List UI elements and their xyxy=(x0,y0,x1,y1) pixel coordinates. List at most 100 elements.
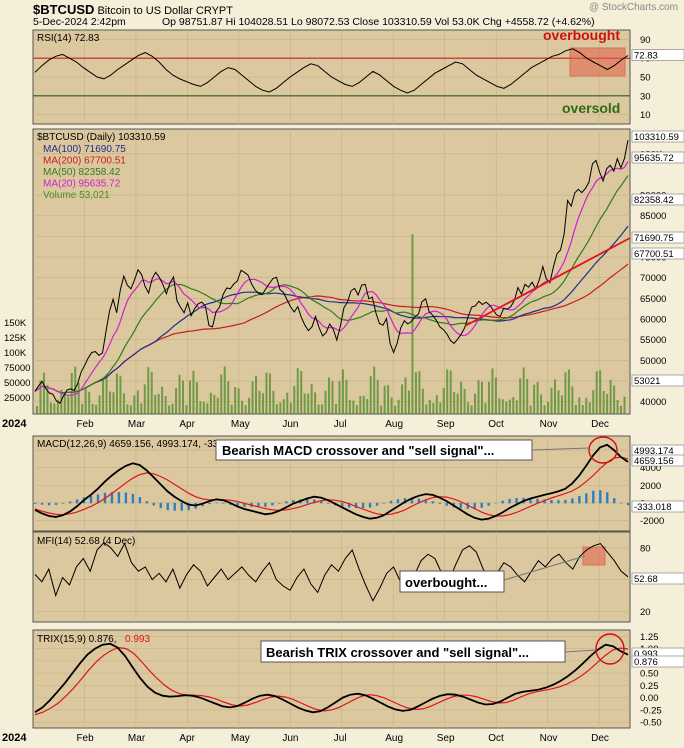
trix-line xyxy=(34,642,629,714)
macd-histogram-bar xyxy=(480,502,483,508)
macd-histogram-bar xyxy=(215,502,218,504)
volume-bar xyxy=(571,386,574,414)
volume-bar xyxy=(296,368,299,414)
volume-bar xyxy=(428,399,431,414)
header-date: 5-Dec-2024 2:42pm xyxy=(33,16,126,28)
volume-bar xyxy=(168,405,171,414)
macd-histogram-bar xyxy=(487,502,490,506)
macd-histogram-bar xyxy=(152,502,155,506)
macd-tick-label: 2000 xyxy=(640,481,661,492)
volume-bar xyxy=(133,395,136,414)
price-last-value: 103310.59 xyxy=(634,132,679,143)
macd-histogram-bar xyxy=(117,492,121,504)
price-tick-label: 65000 xyxy=(640,294,666,305)
month-label: Apr xyxy=(179,419,195,430)
volume-bar xyxy=(470,405,473,414)
volume-bar xyxy=(606,393,609,414)
volume-bar xyxy=(182,380,185,414)
volume-bar xyxy=(446,369,449,414)
volume-bar xyxy=(439,402,442,414)
macd-tick-label: 4000 xyxy=(640,463,661,474)
volume-bar xyxy=(491,368,494,414)
volume-bar xyxy=(282,399,285,414)
macd-histogram-bar xyxy=(599,490,602,504)
month-label: 2024 xyxy=(2,732,27,744)
volume-bar xyxy=(620,405,623,414)
volume-bar xyxy=(498,398,501,414)
volume-bar xyxy=(98,395,101,414)
volume-bar xyxy=(477,380,480,414)
mfi-line xyxy=(34,541,629,602)
volume-bar xyxy=(547,401,550,414)
ma200-line xyxy=(70,263,629,393)
macd-histogram-bar xyxy=(320,501,323,504)
volume-bar xyxy=(540,394,543,414)
volume-bar xyxy=(112,392,115,414)
price-last-tag xyxy=(631,231,684,244)
macd-signal-line xyxy=(34,456,629,517)
volume-bar xyxy=(414,372,417,414)
volume-bar xyxy=(585,397,588,414)
volume-bar xyxy=(442,388,445,414)
volume-bar xyxy=(474,393,477,414)
macd-histogram-bar xyxy=(54,502,58,505)
volume-bar xyxy=(407,390,410,414)
macd-histogram-bar xyxy=(606,492,609,504)
volume-bar xyxy=(449,370,452,414)
volume-bar xyxy=(84,388,87,414)
trix-tick-label: -0.25 xyxy=(640,705,662,716)
macd-histogram-bar xyxy=(627,502,630,506)
volume-bar xyxy=(401,384,404,414)
volume-bar xyxy=(526,378,529,414)
trix-annotation-pointer xyxy=(564,649,597,653)
macd-histogram-bar xyxy=(536,498,539,504)
volume-tick-label: 150K xyxy=(4,318,27,329)
volume-bar xyxy=(487,381,490,414)
volume-bar xyxy=(56,399,59,414)
macd-histogram-bar xyxy=(347,502,351,508)
month-label: Apr xyxy=(179,733,195,744)
mfi-last-tag xyxy=(631,572,684,585)
price-last-tag xyxy=(631,130,684,143)
volume-bar xyxy=(60,389,63,414)
macd-histogram-bar xyxy=(89,495,93,504)
description: Bitcoin to US Dollar CRYPT xyxy=(97,5,233,17)
macd-histogram-bar xyxy=(494,502,497,504)
symbol: $BTCUSD xyxy=(33,2,95,17)
ma50-line xyxy=(34,175,629,394)
volume-bar xyxy=(129,405,132,414)
price-last-value: 82358.42 xyxy=(634,195,674,206)
macd-histogram-bar xyxy=(389,500,393,504)
price-legend: $BTCUSD (Daily) 103310.59 xyxy=(37,132,166,143)
volume-bar xyxy=(143,384,146,414)
macd-histogram-bar xyxy=(278,502,281,504)
month-label: Dec xyxy=(591,733,609,744)
month-label: Dec xyxy=(591,419,609,430)
volume-bar xyxy=(192,370,195,414)
volume-bar xyxy=(171,403,174,414)
rsi-tick-label: 90 xyxy=(640,35,651,46)
volume-bar xyxy=(199,401,202,414)
volume-bar xyxy=(74,366,77,414)
volume-bar xyxy=(140,403,143,414)
ma-legend: MA(50) 82358.42 xyxy=(43,167,121,178)
volume-bar xyxy=(255,375,258,414)
volume-bar xyxy=(36,406,38,414)
macd-histogram-bar xyxy=(613,498,616,504)
macd-histogram-bar xyxy=(96,494,100,504)
volume-bar xyxy=(258,390,261,414)
macd-histogram-bar xyxy=(145,501,149,504)
volume-bar xyxy=(602,390,605,414)
volume-tick-label: 75000 xyxy=(4,363,30,374)
price-last-tag xyxy=(631,247,684,260)
price-tick-label: 50000 xyxy=(640,356,666,367)
volume-bar xyxy=(178,374,181,414)
ma-legend: MA(20) 95635.72 xyxy=(43,179,121,190)
volume-bar xyxy=(564,372,567,414)
trix-legend: TRIX(15,9) 0.876, xyxy=(37,634,116,645)
volume-bar xyxy=(557,390,560,414)
price-last-value: 71690.75 xyxy=(634,233,674,244)
macd-histogram-bar xyxy=(578,495,581,504)
volume-bar xyxy=(421,388,424,414)
volume-bar xyxy=(119,375,122,414)
